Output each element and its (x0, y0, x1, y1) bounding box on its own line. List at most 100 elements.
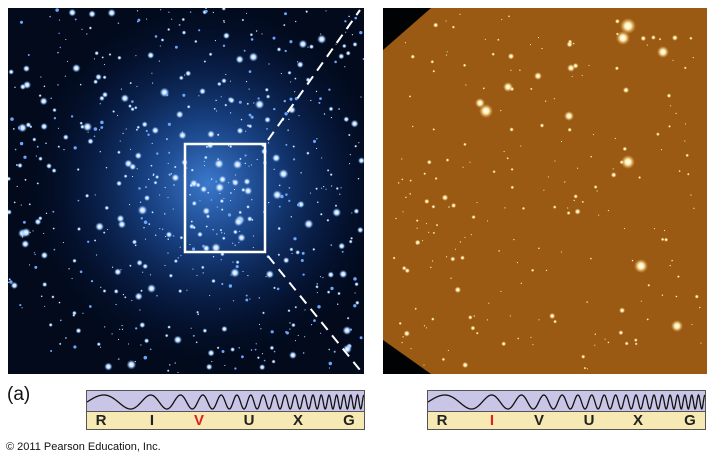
star (205, 363, 213, 371)
star (588, 64, 590, 67)
star (245, 298, 249, 302)
star (36, 145, 39, 148)
star (244, 130, 247, 133)
star (220, 258, 223, 261)
star (576, 167, 579, 170)
star (614, 66, 620, 71)
star (315, 147, 318, 150)
star (685, 153, 690, 158)
star (134, 244, 137, 247)
star (272, 36, 276, 40)
star (183, 74, 186, 76)
star (586, 368, 589, 370)
star (482, 87, 486, 90)
star (14, 148, 17, 151)
star (168, 363, 171, 366)
star (462, 361, 469, 369)
star (208, 52, 213, 57)
star (445, 54, 448, 56)
star (692, 207, 695, 210)
star (553, 97, 556, 100)
star (276, 47, 282, 52)
star (231, 242, 234, 245)
star (32, 137, 37, 142)
star (250, 198, 253, 201)
star (38, 94, 42, 98)
star (671, 320, 683, 332)
star (238, 210, 243, 215)
cluster-visible-svg (8, 8, 364, 374)
star (353, 277, 357, 281)
star (155, 174, 160, 180)
star (537, 36, 540, 39)
star (95, 254, 98, 256)
star (87, 240, 90, 243)
star (165, 231, 173, 238)
star (492, 170, 496, 174)
star (131, 239, 138, 245)
star (189, 11, 192, 13)
star (614, 18, 620, 24)
star (158, 60, 161, 62)
star (271, 153, 281, 163)
star (246, 102, 250, 106)
star (16, 185, 19, 188)
star (571, 75, 573, 78)
star (445, 158, 450, 162)
star (73, 345, 77, 349)
star (105, 166, 108, 169)
star (234, 244, 237, 247)
star (593, 344, 596, 347)
star (10, 281, 19, 290)
star (228, 97, 235, 104)
star (612, 168, 615, 170)
star (332, 207, 342, 218)
star (529, 87, 533, 91)
star (266, 128, 268, 130)
star (465, 84, 467, 86)
star (164, 333, 169, 338)
star (177, 371, 179, 374)
star (167, 196, 169, 199)
star (248, 113, 252, 117)
star (24, 178, 27, 182)
star (217, 81, 222, 87)
star (304, 309, 306, 311)
star (646, 318, 649, 321)
star (237, 233, 246, 242)
star (71, 310, 77, 316)
star (256, 158, 259, 161)
star (88, 10, 96, 18)
star (211, 360, 213, 363)
star (432, 231, 436, 235)
star (435, 223, 439, 227)
star (221, 236, 226, 241)
star (285, 143, 288, 146)
zoom-region-box (183, 142, 267, 254)
spectrum-bar-right: R I V U X G (427, 390, 706, 430)
star (248, 52, 259, 62)
star (243, 178, 251, 186)
star (221, 350, 225, 353)
star (323, 112, 326, 116)
star (229, 112, 232, 114)
star (58, 32, 60, 35)
star (19, 142, 22, 144)
star (320, 187, 323, 189)
star (340, 186, 342, 189)
star (230, 274, 232, 276)
left-star-field (8, 8, 364, 374)
star (669, 105, 672, 107)
star (267, 141, 270, 144)
star (256, 356, 260, 360)
star (190, 168, 194, 172)
star (305, 10, 309, 14)
star (669, 264, 672, 267)
star (434, 176, 438, 181)
star (206, 191, 210, 194)
star (204, 9, 208, 13)
star (137, 205, 148, 216)
star (254, 99, 265, 110)
star (296, 61, 304, 69)
star (202, 244, 205, 248)
